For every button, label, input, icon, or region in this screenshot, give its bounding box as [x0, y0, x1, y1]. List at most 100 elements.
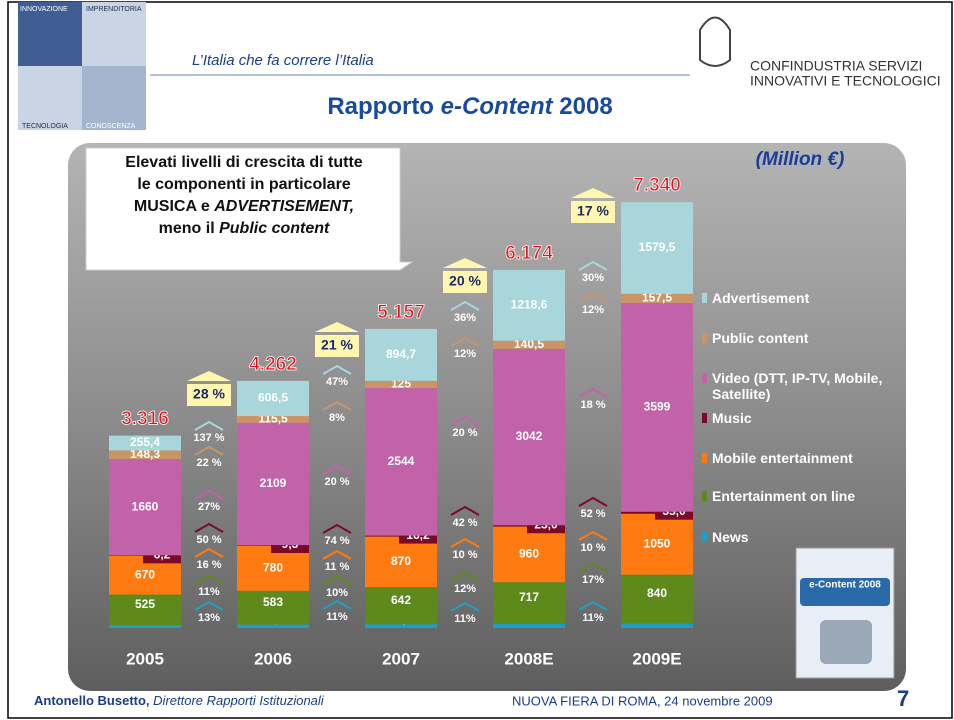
growth-label: 11 %	[325, 561, 350, 573]
growth-label: 20 %	[452, 427, 477, 439]
logo-right-mark	[700, 18, 730, 67]
footer-author: Antonello Busetto, Direttore Rapporti Is…	[34, 693, 325, 708]
legend-label: Music	[712, 410, 892, 426]
growth-label: 11%	[326, 611, 348, 623]
legend-swatch	[702, 373, 707, 383]
legend-swatch	[702, 532, 707, 542]
segment-label: 1050	[644, 536, 671, 550]
segment-label: 960	[519, 547, 539, 561]
growth-label: 8%	[329, 412, 345, 424]
growth-label: 20 %	[324, 476, 349, 488]
legend-swatch	[702, 413, 707, 423]
callout-text: meno il	[159, 220, 215, 237]
growth-label: 12%	[454, 583, 476, 595]
segment-label: 3042	[516, 429, 543, 443]
segment-label: 780	[263, 560, 283, 574]
segment-label: 894,7	[386, 347, 416, 361]
segment-label: 255,4	[130, 435, 160, 449]
segment-label: 525	[135, 597, 155, 611]
segment-label: 3599	[644, 400, 671, 414]
growth-label: 10%	[326, 587, 348, 599]
growth-label: 17%	[582, 574, 604, 586]
total-label: 3.316	[121, 409, 169, 430]
growth-label: 137 %	[193, 432, 224, 444]
growth-total-label: 28 %	[193, 386, 225, 402]
growth-label: 12%	[454, 348, 476, 360]
total-label: 7.340	[633, 175, 681, 196]
legend-swatch	[702, 293, 707, 303]
growth-label: 12%	[582, 304, 604, 316]
x-tick-label: 2006	[254, 649, 292, 668]
growth-label: 13%	[198, 612, 220, 624]
page-number: 7	[897, 686, 909, 711]
legend-swatch	[702, 333, 707, 343]
segment-label: 717	[519, 590, 539, 604]
growth-label: 42 %	[452, 517, 477, 529]
growth-total-label: 17 %	[577, 203, 609, 219]
segment-label: 583	[263, 595, 283, 609]
segment-label: 606,5	[258, 391, 288, 405]
growth-label: 11%	[454, 613, 476, 625]
footer-event: NUOVA FIERA DI ROMA, 24 novembre 2009	[512, 693, 773, 708]
growth-label: 11%	[582, 612, 604, 624]
growth-label: 11%	[198, 586, 220, 598]
growth-label: 30%	[582, 272, 604, 284]
x-tick-label: 2008E	[504, 649, 553, 668]
segment-label: 1660	[132, 499, 159, 513]
book-title: e-Content 2008	[809, 580, 881, 591]
callout-text: MUSICA e	[134, 198, 210, 215]
logo-text: IMPRENDITORIA	[86, 6, 142, 13]
total-label: 5.157	[377, 302, 425, 323]
growth-label: 52 %	[580, 508, 605, 520]
segment-label: 642	[391, 593, 411, 607]
callout-line: MUSICA e ADVERTISEMENT,	[88, 196, 400, 218]
callout: Elevati livelli di crescita di tutte le …	[88, 152, 400, 240]
logo-right-text: INNOVATIVI E TECNOLOGICI	[750, 73, 941, 89]
logo-text: INNOVAZIONE	[20, 6, 68, 13]
legend-swatch	[702, 453, 707, 463]
growth-total-label: 20 %	[449, 273, 481, 289]
logo-text: CONOSCENZA	[86, 123, 136, 130]
segment-label: 870	[391, 554, 411, 568]
logo-text: TECNOLOGIA	[22, 123, 68, 130]
x-tick-label: 2005	[126, 649, 164, 668]
legend-swatch	[702, 491, 707, 501]
book-device	[820, 620, 872, 664]
legend-label: Advertisement	[712, 290, 892, 306]
legend-label: Entertainment on line	[712, 488, 892, 504]
growth-label: 10 %	[452, 549, 477, 561]
segment-label: 2109	[260, 476, 287, 490]
growth-label: 47%	[326, 376, 348, 388]
logo-right-text: CONFINDUSTRIA SERVIZI	[750, 58, 922, 74]
growth-label: 36%	[454, 312, 476, 324]
legend-label: Mobile entertainment	[712, 450, 892, 466]
growth-label: 50 %	[196, 534, 221, 546]
segment-label: 840	[647, 586, 667, 600]
logo-quad	[82, 66, 146, 130]
callout-line: le componenti in particolare	[88, 174, 400, 196]
segment-label: 670	[135, 567, 155, 581]
x-tick-label: 2009E	[632, 649, 681, 668]
tagline: L’Italia che fa correre l’Italia	[192, 52, 374, 69]
slide-title: Rapporto e-Content 2008	[327, 93, 612, 120]
callout-text: Public content	[219, 220, 329, 237]
unit-label: (Million €)	[756, 149, 845, 170]
x-tick-label: 2007	[382, 649, 420, 668]
segment-label: 1579,5	[639, 240, 676, 254]
growth-label: 22 %	[196, 457, 221, 469]
legend-label: Public content	[712, 330, 892, 346]
callout-line: Elevati livelli di crescita di tutte	[88, 152, 400, 174]
legend-label: Video (DTT, IP-TV, Mobile, Satellite)	[712, 370, 892, 402]
legend-label: News	[712, 529, 892, 545]
segment-label: 1218,6	[511, 297, 548, 311]
total-label: 4.262	[249, 354, 297, 375]
growth-total-label: 21 %	[321, 337, 353, 353]
segment-label: 2544	[388, 454, 415, 468]
growth-label: 10 %	[580, 542, 605, 554]
chart: INNOVAZIONE IMPRENDITORIA TECNOLOGIA CON…	[0, 0, 954, 720]
total-label: 6.174	[505, 243, 553, 264]
growth-label: 18 %	[580, 399, 605, 411]
growth-label: 16 %	[196, 559, 221, 571]
slide: INNOVAZIONE IMPRENDITORIA TECNOLOGIA CON…	[0, 0, 954, 720]
growth-label: 27%	[198, 501, 220, 513]
